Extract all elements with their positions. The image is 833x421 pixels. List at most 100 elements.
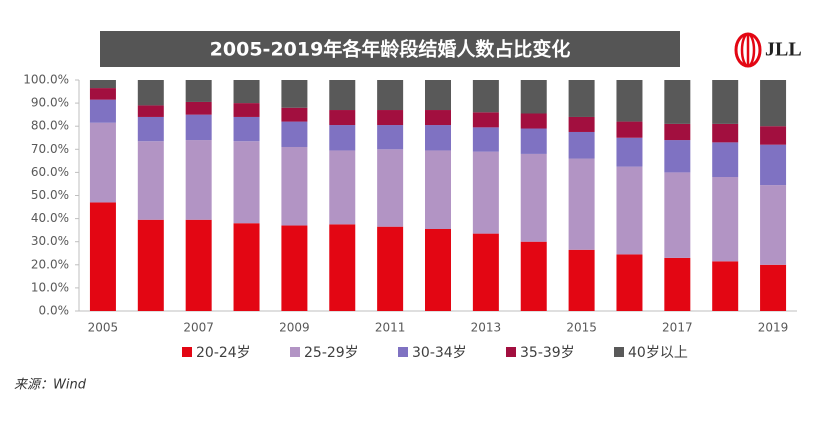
bar-segment (233, 80, 260, 104)
bar-segment (329, 110, 356, 126)
legend-swatch (506, 347, 516, 357)
bar-segment (89, 99, 116, 123)
y-tick-label: 0.0% (39, 304, 70, 318)
legend-label: 35-39岁 (520, 345, 575, 361)
bar-segment (616, 166, 643, 255)
bar-segment (89, 122, 116, 203)
legend-label: 25-29岁 (304, 345, 359, 361)
x-tick-label: 2019 (758, 321, 789, 335)
bar-segment (664, 257, 691, 311)
bar-segment (425, 125, 451, 151)
legend-label: 30-34岁 (412, 345, 467, 361)
chart-title: 2005-2019年各年龄段结婚人数占比变化 (210, 38, 571, 61)
legend-label: 20-24岁 (196, 345, 251, 361)
y-tick-label: 90.0% (31, 96, 69, 110)
bar-segment (329, 125, 356, 151)
bar-segment (520, 153, 547, 242)
bar-segment (425, 150, 451, 229)
bar-segment (520, 80, 547, 114)
legend-swatch (182, 347, 192, 357)
y-tick-label: 80.0% (31, 119, 69, 133)
x-tick-label: 2017 (662, 321, 693, 335)
bar-segment (137, 105, 164, 117)
bar-segment (568, 131, 595, 159)
bar-segment (137, 80, 164, 106)
bar-segment (520, 128, 547, 154)
bar-segment (520, 113, 547, 129)
bar-segment (472, 112, 499, 128)
bar-segment (425, 110, 451, 126)
x-tick-label: 2007 (183, 321, 214, 335)
bar-segment (329, 224, 356, 311)
bar-segment (712, 142, 739, 178)
y-tick-label: 30.0% (31, 234, 69, 248)
bar-segment (568, 80, 595, 117)
bar-segment (712, 177, 739, 262)
bar-segment (281, 80, 308, 108)
y-tick-label: 100.0% (23, 73, 69, 87)
bar-segment (472, 233, 499, 311)
bar-segment (760, 264, 787, 311)
x-tick-label: 2009 (279, 321, 310, 335)
y-tick-label: 20.0% (31, 257, 69, 271)
bar-segment (233, 103, 260, 117)
y-tick-label: 40.0% (31, 211, 69, 225)
x-tick-label: 2005 (88, 321, 119, 335)
bar-segment (616, 80, 643, 122)
bar-segment (377, 110, 404, 126)
bar-segment (425, 228, 451, 311)
bar-segment (664, 80, 691, 124)
bar-segment (185, 80, 212, 102)
bar-segment (233, 116, 260, 142)
bar-segment (760, 144, 787, 186)
bar-segment (281, 225, 308, 311)
bar-segment (281, 146, 308, 226)
y-tick-label: 70.0% (31, 142, 69, 156)
bar-segment (185, 114, 212, 141)
bar-segment (712, 80, 739, 124)
legend-swatch (290, 347, 300, 357)
bar-segment (137, 219, 164, 311)
bar-segment (425, 80, 451, 111)
bar-segment (233, 141, 260, 224)
bar-segment (712, 261, 739, 311)
bar-segment (89, 88, 116, 100)
x-tick-label: 2015 (566, 321, 597, 335)
legend-swatch (398, 347, 408, 357)
y-tick-label: 10.0% (31, 280, 69, 294)
bar-segment (712, 123, 739, 143)
bar-segment (616, 121, 643, 138)
bar-segment (616, 137, 643, 167)
bar-segment (185, 140, 212, 220)
bar-segment (664, 123, 691, 141)
bar-segment (520, 241, 547, 311)
bar-segment (568, 249, 595, 311)
brand-logo: JLL (734, 32, 802, 68)
y-tick-label: 60.0% (31, 165, 69, 179)
bar-segment (664, 140, 691, 173)
legend-label: 40岁以上 (628, 345, 688, 361)
bar-segment (233, 223, 260, 311)
brand-name: JLL (765, 39, 802, 61)
bar-segment (472, 80, 499, 113)
bar-segment (472, 127, 499, 152)
bar-segment (760, 80, 787, 127)
bar-segment (472, 151, 499, 234)
bar-segment (89, 80, 116, 89)
bar-segment (137, 141, 164, 220)
x-tick-label: 2011 (375, 321, 406, 335)
bar-segment (281, 121, 308, 147)
source-note: 来源：Wind (14, 378, 87, 393)
y-tick-label: 50.0% (31, 188, 69, 202)
bar-segment (760, 185, 787, 265)
bar-segment (377, 125, 404, 150)
bar-segment (568, 158, 595, 250)
x-tick-label: 2013 (471, 321, 502, 335)
bar-segment (329, 80, 356, 111)
bar-segment (377, 226, 404, 311)
bar-segment (377, 149, 404, 227)
bar-segment (137, 116, 164, 142)
bar-segment (329, 150, 356, 225)
bar-segment (760, 126, 787, 145)
